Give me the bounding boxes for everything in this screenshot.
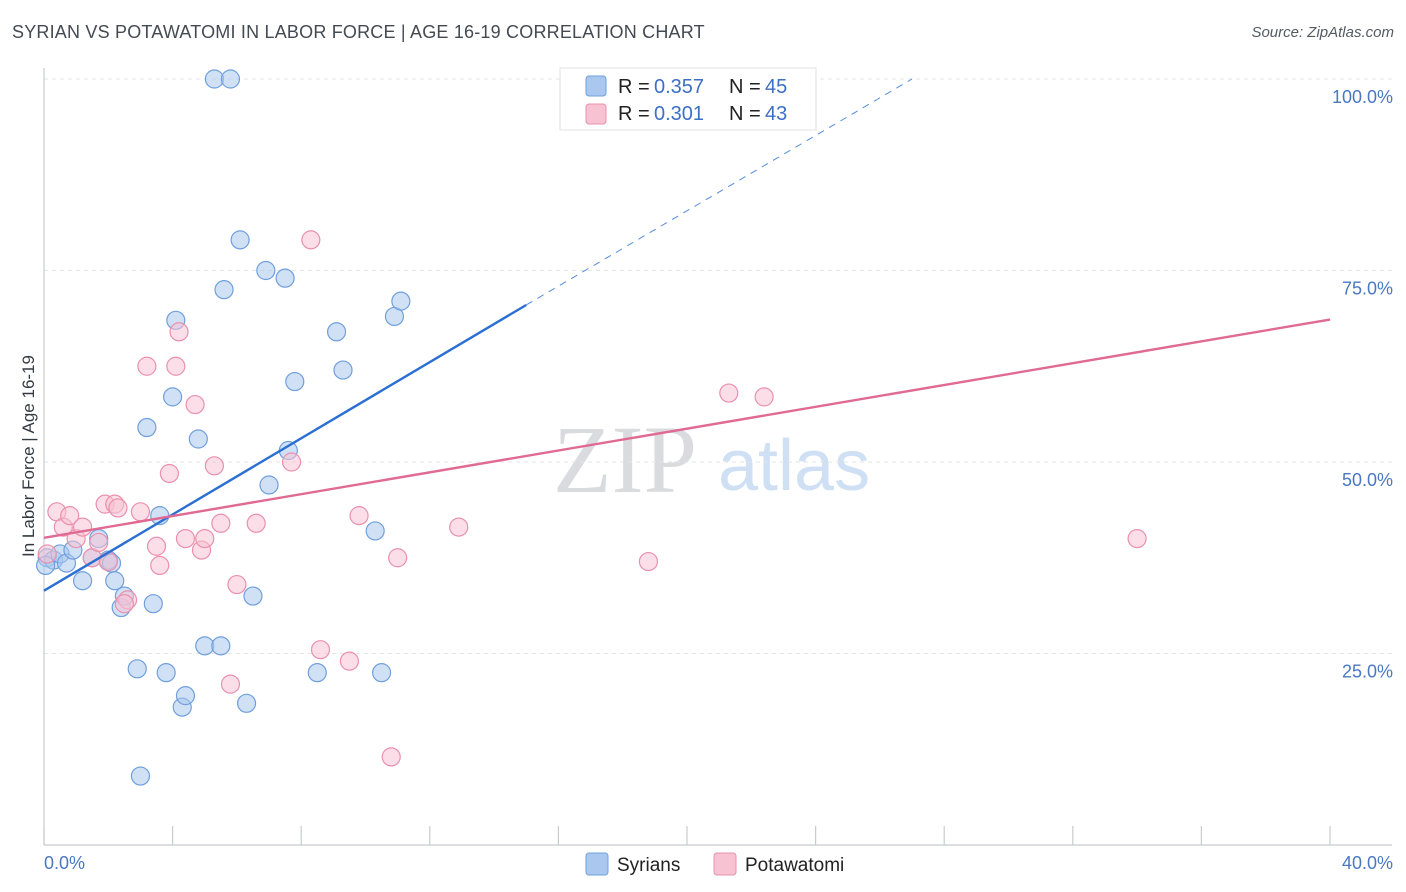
syrians-point-40 [365,521,385,541]
legend-swatch-potawatomi [585,103,607,125]
bottom-legend-swatch-potawatomi [713,852,737,876]
potawatomi-point-11 [108,498,128,518]
syrians-point-34 [275,268,295,288]
syrians-point-37 [307,663,327,683]
syrians-point-25 [204,69,224,89]
watermark-atlas: atlas [718,426,870,506]
bottom-legend-label-potawatomi: Potawatomi [745,855,844,876]
potawatomi-point-24 [204,456,224,476]
legend-n-value-potawatomi: 43 [765,103,787,125]
potawatomi-point-35 [388,548,408,568]
chart-title: SYRIAN VS POTAWATOMI IN LABOR FORCE | AG… [12,22,705,42]
syrians-point-24 [195,636,215,656]
syrians-point-10 [105,571,125,591]
potawatomi-point-36 [449,517,469,537]
potawatomi-point-37 [638,551,659,572]
potawatomi-point-27 [227,574,247,595]
x-axis-ticks [43,826,1331,845]
syrians-point-13 [127,659,147,679]
potawatomi-point-17 [159,463,179,484]
potawatomi-point-42 [114,594,134,614]
syrians-point-5 [72,571,93,591]
syrians-point-23 [188,429,208,449]
potawatomi-point-3 [60,506,80,526]
syrians-point-22 [175,686,196,706]
potawatomi-point-21 [185,394,205,415]
potawatomi-point-23 [195,528,215,549]
potawatomi-point-30 [301,230,321,250]
y-axis-title: In Labor Force | Age 16-19 [19,355,38,557]
syrians-point-26 [211,636,231,656]
potawatomi-point-38 [719,383,739,403]
syrians-point-15 [137,417,157,438]
legend-r-value-potawatomi: 0.301 [654,103,704,125]
potawatomi-point-14 [137,356,157,376]
syrians-point-33 [259,475,279,495]
legend-r-value-syrians: 0.357 [654,76,704,98]
legend-r-label-syrians: R = [618,76,650,98]
syrians-point-27 [214,280,234,300]
legend-n-value-syrians: 45 [765,76,787,98]
potawatomi-point-25 [211,513,231,533]
potawatomi-point-31 [310,640,331,660]
syrians-trend-line [43,303,527,592]
syrians-point-18 [156,663,176,683]
series-potawatomi-points [37,69,1147,767]
syrians-point-14 [130,766,151,786]
y-tick-labels: 100.0% 75.0% 50.0% 25.0% [1332,87,1393,682]
legend-n-label-potawatomi: N = [729,103,761,125]
potawatomi-point-20 [175,528,196,549]
legend-swatch-syrians [585,75,607,97]
syrians-point-41 [371,663,392,683]
syrians-point-43 [391,291,411,311]
y-tick-label-100: 100.0% [1332,87,1393,107]
potawatomi-trend-line [43,318,1331,540]
syrians-point-16 [143,594,163,614]
potawatomi-point-7 [89,532,109,553]
source-credit: Source: ZipAtlas.com [1251,24,1394,41]
stats-legend: R = 0.357 N = 45 R = 0.301 N = 43 [559,67,817,131]
potawatomi-point-19 [169,322,189,342]
watermark-zip: ZIP [553,406,697,513]
potawatomi-point-29 [281,452,302,472]
trend-lines [43,78,1331,592]
potawatomi-point-13 [130,502,151,522]
syrians-point-31 [243,586,263,606]
y-tick-label-50: 50.0% [1342,470,1393,490]
potawatomi-point-0 [37,544,57,564]
syrians-point-30 [236,693,257,713]
syrians-point-28 [220,69,241,89]
potawatomi-point-28 [246,513,266,533]
y-tick-label-25: 25.0% [1342,662,1393,682]
syrians-trend-extension [525,78,913,306]
potawatomi-point-33 [349,506,369,526]
potawatomi-point-39 [754,387,774,407]
legend-r-label-potawatomi: R = [618,103,650,125]
potawatomi-point-26 [220,674,241,694]
x-tick-label-max: 40.0% [1342,853,1393,873]
x-tick-label-min: 0.0% [44,853,85,873]
bottom-legend-swatch-syrians [585,852,609,876]
gridlines [44,78,1392,654]
series-legend: Syrians Potawatomi [585,852,844,876]
syrians-point-19 [163,387,183,407]
potawatomi-point-18 [166,356,186,376]
syrians-point-39 [333,360,353,380]
potawatomi-point-15 [146,536,167,556]
syrians-point-29 [230,230,250,250]
potawatomi-point-40 [1127,528,1147,549]
syrians-point-38 [326,322,347,342]
bottom-legend-label-syrians: Syrians [617,855,680,876]
series-syrians-points [36,69,411,786]
syrians-point-32 [256,260,276,281]
legend-n-label-syrians: N = [729,76,761,98]
potawatomi-point-34 [381,747,401,767]
y-tick-label-75: 75.0% [1342,279,1393,299]
syrians-point-36 [285,371,305,392]
potawatomi-point-32 [339,651,360,671]
potawatomi-point-16 [150,555,170,576]
